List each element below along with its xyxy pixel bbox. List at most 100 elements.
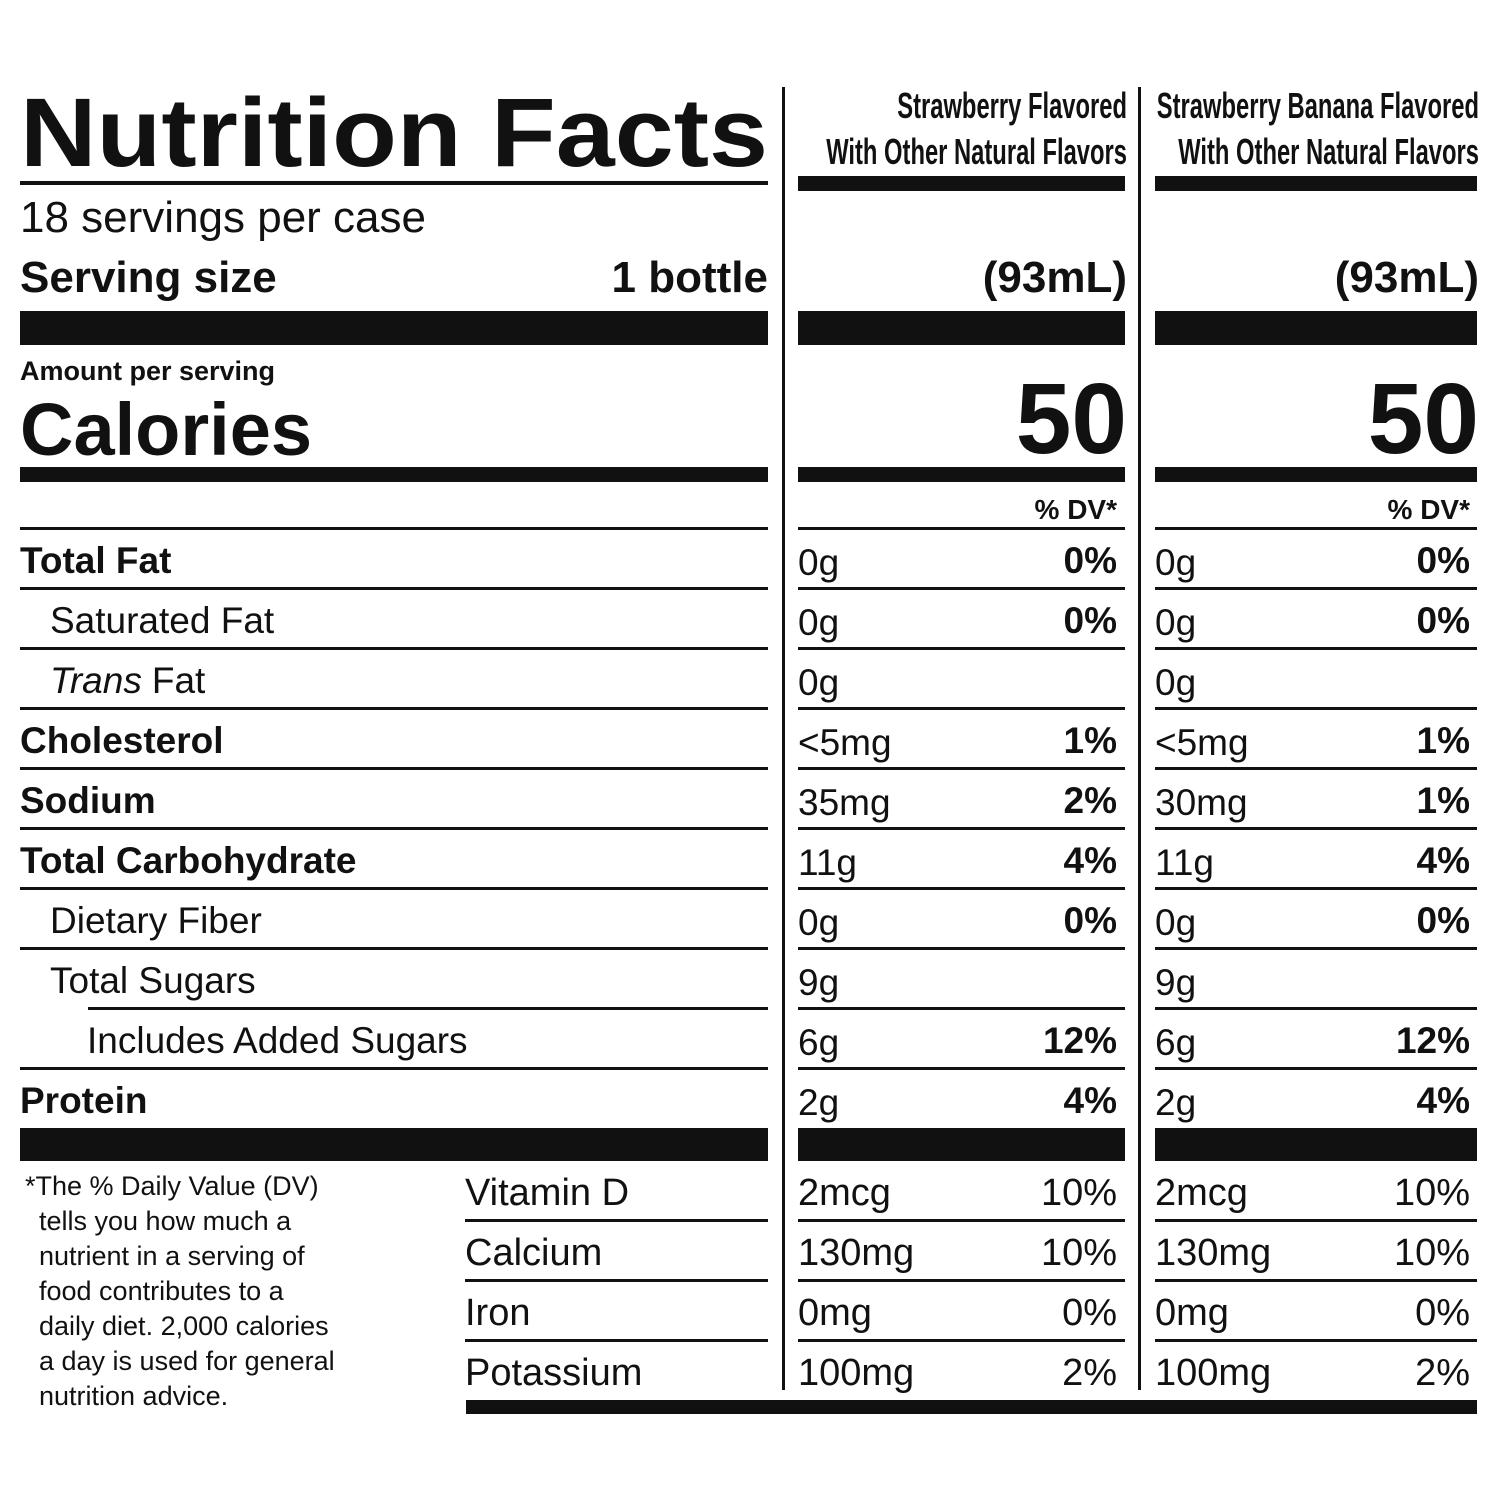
vitamin-label: Vitamin D	[465, 1172, 629, 1214]
rule	[465, 1279, 768, 1282]
nutrient-dv: 4%	[1417, 1080, 1470, 1121]
rule	[20, 527, 768, 530]
nutrient-label: Dietary Fiber	[50, 900, 262, 941]
nutrient-amount: 11g	[798, 842, 857, 883]
vitamin-dv: 0%	[1062, 1292, 1117, 1334]
nutrient-dv: 2%	[1064, 780, 1117, 821]
rule	[1155, 1067, 1477, 1070]
footnote-line: a day is used for general	[39, 1346, 335, 1376]
vitamin-amount: 130mg	[1155, 1232, 1271, 1274]
nutrient-amount: 0g	[798, 662, 839, 703]
vitamin-amount: 100mg	[1155, 1352, 1271, 1394]
rule	[798, 587, 1125, 590]
nutrient-label-text: Sodium	[20, 780, 156, 821]
bar	[1155, 1128, 1477, 1161]
rule	[1155, 1007, 1477, 1010]
nutrient-dv: 0%	[1417, 600, 1470, 641]
vitamin-dv: 2%	[1062, 1352, 1117, 1394]
nutrient-label-text: Protein	[20, 1080, 147, 1121]
nutrient-amount: 11g	[1155, 842, 1214, 883]
nutrient-dv: 1%	[1417, 780, 1470, 821]
nutrient-amount: 0g	[1155, 662, 1196, 703]
nutrient-label: Includes Added Sugars	[87, 1020, 468, 1061]
bar	[466, 1400, 1477, 1414]
title: Nutrition Facts	[20, 78, 768, 187]
vitamin-amount: 0mg	[1155, 1292, 1229, 1334]
rule	[798, 1007, 1125, 1010]
vitamin-dv: 10%	[1394, 1232, 1470, 1274]
bar	[1155, 467, 1477, 482]
product-serving-size: (93mL)	[983, 253, 1127, 302]
rule	[798, 1067, 1125, 1070]
vitamin-dv: 10%	[1041, 1172, 1117, 1214]
nutrient-dv: 12%	[1043, 1020, 1117, 1061]
bar	[798, 176, 1125, 191]
rule	[798, 1219, 1125, 1222]
rule	[20, 827, 768, 830]
product-name: With Other Natural Flavors	[1178, 132, 1479, 172]
vitamin-amount: 130mg	[798, 1232, 914, 1274]
nutrient-label-text: Saturated Fat	[50, 600, 275, 641]
vitamin-dv: 2%	[1415, 1352, 1470, 1394]
vitamin-label: Iron	[465, 1292, 530, 1334]
nutrient-label: Trans Fat	[50, 660, 206, 701]
nutrient-dv: 0%	[1417, 540, 1470, 581]
footnote-line: *The % Daily Value (DV)	[25, 1171, 319, 1201]
rule	[1155, 707, 1477, 710]
nutrient-amount: 0g	[1155, 542, 1196, 583]
nutrient-amount: 0g	[1155, 902, 1196, 943]
vitamin-amount: 100mg	[798, 1352, 914, 1394]
nutrient-amount: <5mg	[1155, 722, 1249, 763]
vitamin-label: Potassium	[465, 1352, 642, 1394]
rule	[1155, 947, 1477, 950]
nutrient-amount: <5mg	[798, 722, 892, 763]
bar	[1155, 176, 1477, 191]
vitamin-amount: 2mcg	[798, 1172, 891, 1214]
nutrient-label: Cholesterol	[20, 720, 224, 761]
nutrient-label-text: Total Sugars	[50, 960, 256, 1001]
nutrient-amount: 0g	[798, 902, 839, 943]
rule	[1155, 827, 1477, 830]
dv-header: % DV*	[1035, 494, 1118, 525]
bar	[20, 311, 768, 345]
nutrient-dv: 1%	[1417, 720, 1470, 761]
nutrient-amount: 9g	[798, 962, 839, 1003]
rule	[1155, 1219, 1477, 1222]
footnote-line: nutrient in a serving of	[39, 1241, 305, 1271]
rule	[798, 827, 1125, 830]
bar	[1155, 311, 1477, 345]
nutrient-label: Total Carbohydrate	[20, 840, 356, 881]
rule	[20, 947, 768, 950]
rule	[20, 767, 768, 770]
bar	[798, 311, 1125, 345]
nutrient-dv: 4%	[1064, 840, 1117, 881]
nutrient-dv: 1%	[1064, 720, 1117, 761]
vitamin-dv: 10%	[1041, 1232, 1117, 1274]
rule	[798, 887, 1125, 890]
product-serving-size: (93mL)	[1335, 253, 1479, 302]
nutrient-label: Protein	[20, 1080, 147, 1121]
nutrient-label-text: Dietary Fiber	[50, 900, 262, 941]
rule	[20, 887, 768, 890]
nutrient-amount: 2g	[1155, 1082, 1196, 1123]
bar	[20, 467, 768, 482]
divider	[1138, 87, 1141, 1390]
nutrient-label-text: Cholesterol	[20, 720, 224, 761]
product-calories: 50	[1368, 363, 1479, 475]
vitamin-dv: 10%	[1394, 1172, 1470, 1214]
product-name: With Other Natural Flavors	[826, 132, 1127, 172]
nutrient-dv: 12%	[1396, 1020, 1470, 1061]
rule	[798, 707, 1125, 710]
nutrient-dv: 0%	[1064, 900, 1117, 941]
product-name: Strawberry Banana Flavored	[1157, 86, 1479, 126]
serving-size-label: Serving size	[20, 253, 277, 302]
nutrient-label-rest: Fat	[152, 660, 206, 701]
vitamin-amount: 0mg	[798, 1292, 872, 1334]
nutrient-amount: 0g	[798, 542, 839, 583]
bar	[798, 1128, 1125, 1161]
rule	[1155, 1339, 1477, 1342]
nutrient-amount: 9g	[1155, 962, 1196, 1003]
rule	[20, 181, 768, 185]
product-calories: 50	[1016, 363, 1127, 475]
